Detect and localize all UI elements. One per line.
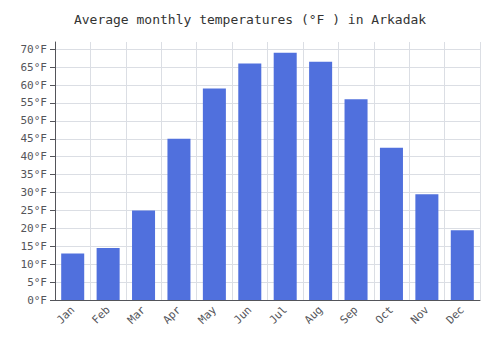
svg-text:Sep: Sep [337,303,360,326]
svg-text:Jan: Jan [54,303,77,326]
svg-text:Apr: Apr [160,303,183,326]
svg-text:40°F: 40°F [21,150,48,163]
svg-text:55°F: 55°F [21,96,48,109]
svg-text:45°F: 45°F [21,132,48,145]
svg-text:70°F: 70°F [21,43,48,56]
svg-text:Oct: Oct [373,303,396,326]
svg-text:Nov: Nov [408,303,431,326]
svg-text:15°F: 15°F [21,240,48,253]
svg-text:65°F: 65°F [21,61,48,74]
svg-text:60°F: 60°F [21,79,48,92]
svg-text:Jul: Jul [267,303,290,326]
svg-text:50°F: 50°F [21,114,48,127]
svg-text:Average monthly temperatures (: Average monthly temperatures (°F ) in Ar… [74,12,426,27]
svg-text:20°F: 20°F [21,222,48,235]
svg-text:10°F: 10°F [21,258,48,271]
svg-text:Aug: Aug [302,303,325,326]
svg-text:Mar: Mar [125,303,148,326]
svg-text:May: May [196,303,219,326]
svg-text:30°F: 30°F [21,186,48,199]
svg-text:0°F: 0°F [27,294,47,307]
svg-text:Feb: Feb [89,303,112,326]
svg-text:35°F: 35°F [21,168,48,181]
svg-text:Jun: Jun [231,303,254,326]
svg-text:5°F: 5°F [27,276,47,289]
svg-text:Dec: Dec [444,303,467,326]
svg-text:25°F: 25°F [21,204,48,217]
